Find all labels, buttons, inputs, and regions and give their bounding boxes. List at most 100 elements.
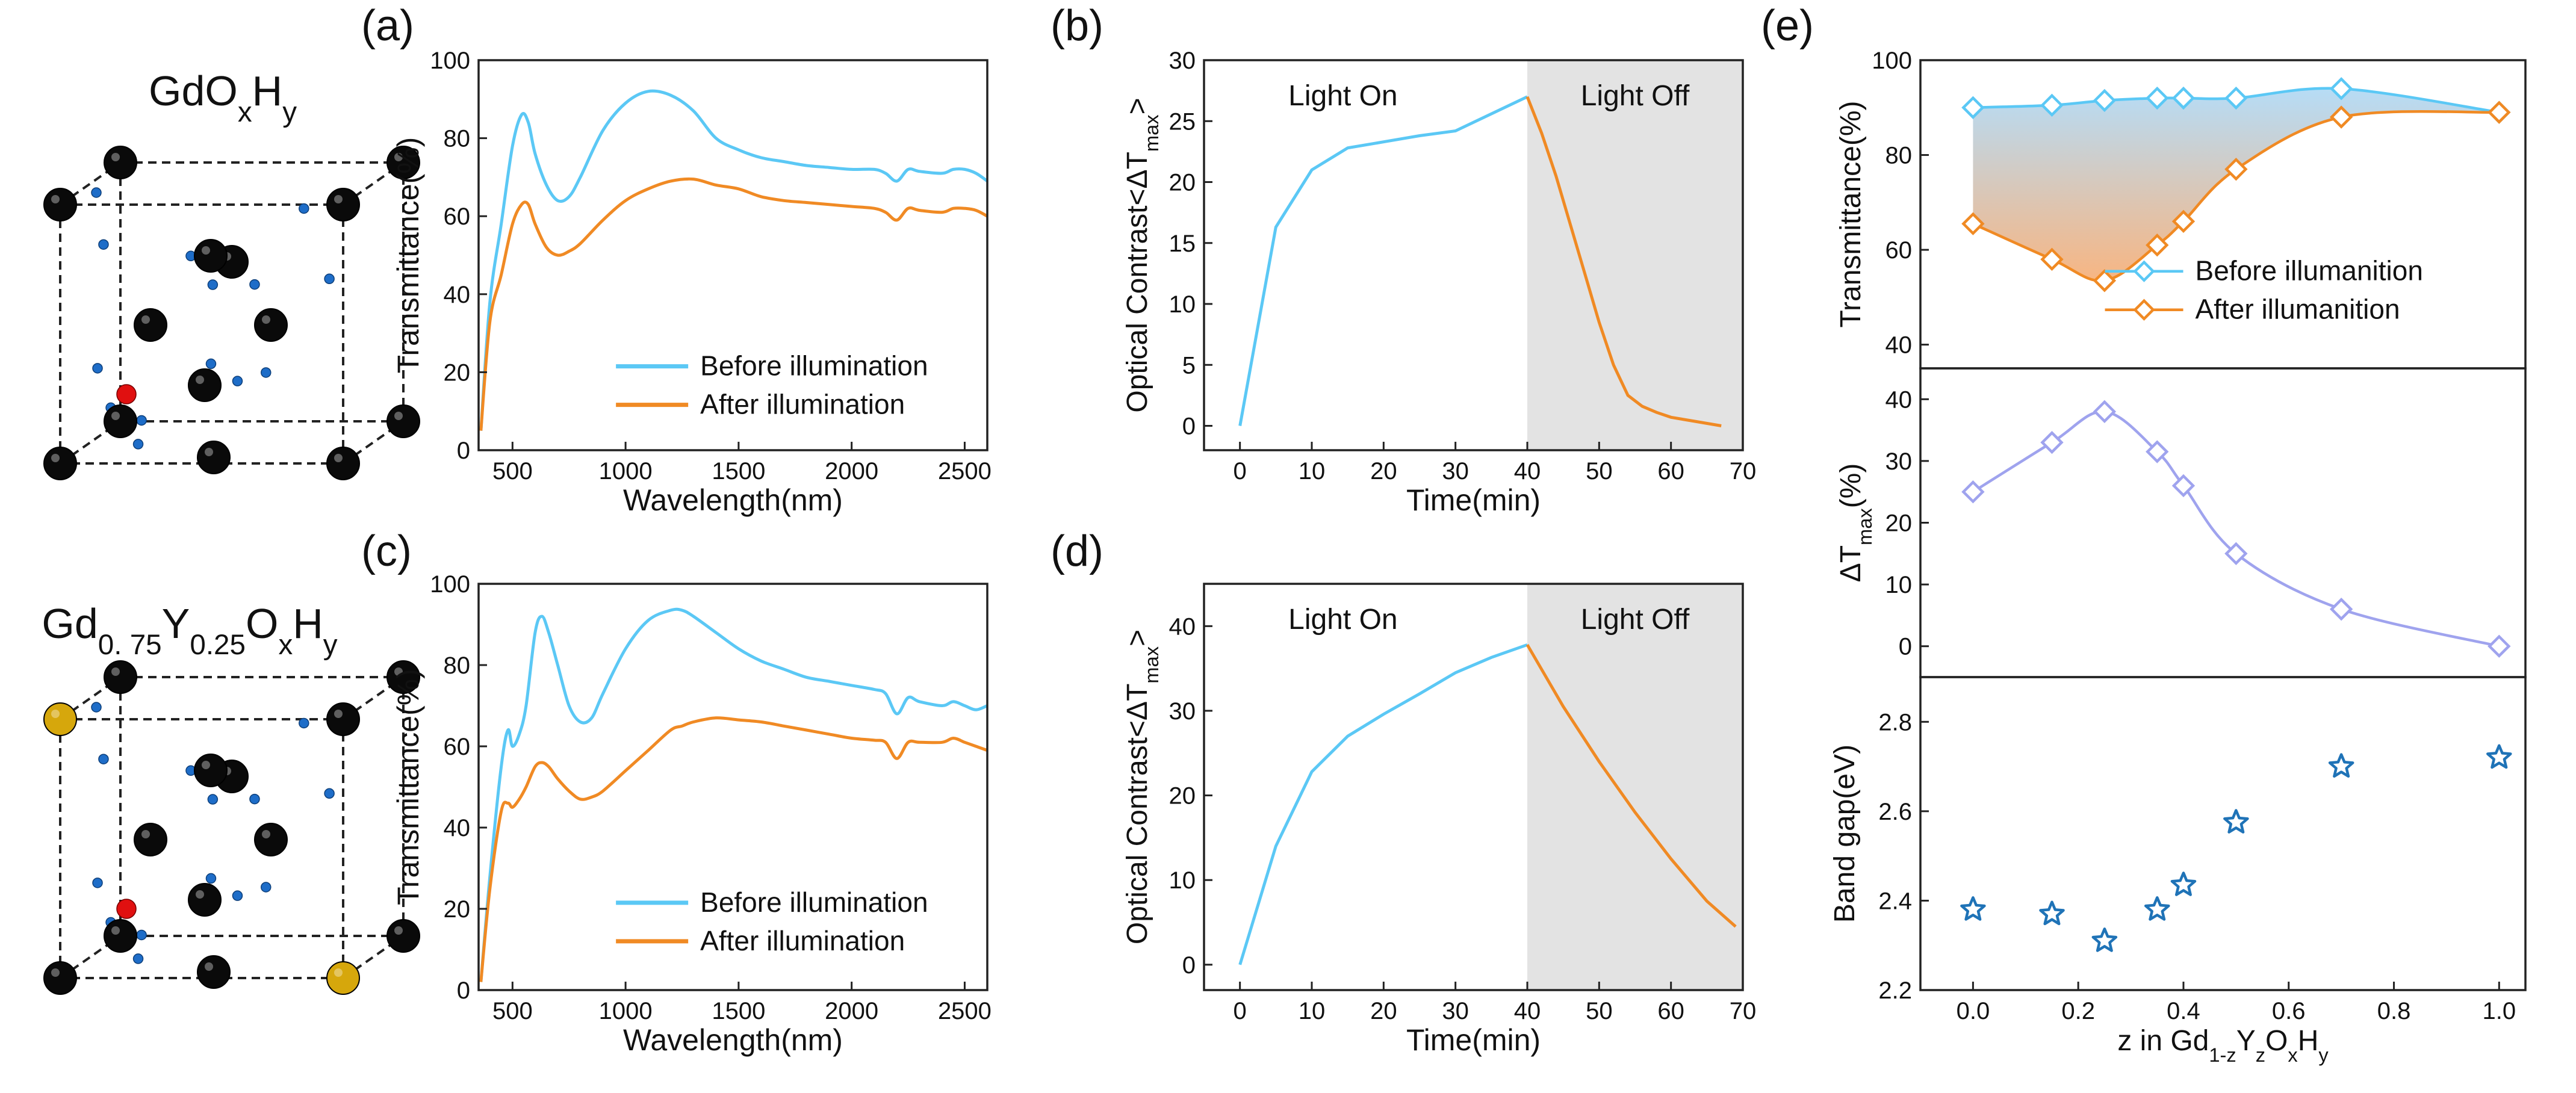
data-marker xyxy=(2224,157,2248,181)
x-tick-label: 60 xyxy=(1657,998,1684,1024)
legend-label: Before illumination xyxy=(700,350,928,382)
y-tick-label: 0 xyxy=(1182,413,1196,440)
atom-highlight xyxy=(262,830,270,838)
gadolinium-atom xyxy=(104,146,137,179)
y-tick-label: 30 xyxy=(1885,448,1913,475)
atom-highlight xyxy=(202,761,210,769)
y-axis-label: ΔTmax(%) xyxy=(1835,463,1876,583)
data-marker xyxy=(2171,474,2196,498)
structure-label-top-part: GdO xyxy=(149,67,238,114)
y-tick-label: 30 xyxy=(1169,698,1196,725)
hydrogen-atom xyxy=(92,363,103,374)
x-tick-label: 20 xyxy=(1370,458,1397,485)
panel-label: (e) xyxy=(1761,2,1814,50)
x-tick-label: 10 xyxy=(1299,998,1326,1024)
atom-highlight xyxy=(141,315,150,324)
y-tick-label: 100 xyxy=(430,571,470,598)
x-tick-label: 500 xyxy=(492,458,533,485)
data-marker xyxy=(2040,247,2064,271)
data-marker xyxy=(2170,872,2197,896)
atom-highlight xyxy=(51,968,60,977)
yttrium-atom xyxy=(326,961,360,995)
x-tick-label: 1.0 xyxy=(2482,998,2516,1024)
y-tick-label: 2.2 xyxy=(1878,977,1912,1004)
hydrogen-atom xyxy=(261,367,272,378)
gadolinium-atom xyxy=(188,368,222,402)
atom-highlight xyxy=(394,412,403,420)
y-axis-label: Optical Contrast<ΔTmax> xyxy=(1122,630,1162,944)
structure-label-bottom-part: O xyxy=(246,600,278,647)
plot-frame xyxy=(1203,583,1744,991)
atom-highlight xyxy=(111,412,120,420)
hydrogen-atom xyxy=(91,187,102,198)
y-axis-label-part: Optical Contrast<ΔT xyxy=(1122,152,1153,413)
data-marker xyxy=(2486,744,2512,769)
hydrogen-atom xyxy=(136,415,147,426)
x-tick-label: 70 xyxy=(1730,998,1757,1024)
x-tick-label: 40 xyxy=(1514,998,1541,1024)
y-tick-label: 80 xyxy=(444,652,471,679)
x-tick-label: 1000 xyxy=(599,998,653,1024)
y-axis-label: Band gap(eV) xyxy=(1829,745,1861,923)
annotation-light-on: Light On xyxy=(1288,80,1397,112)
x-tick-label: 60 xyxy=(1657,458,1684,485)
data-marker xyxy=(1961,96,1985,119)
gadolinium-atom xyxy=(326,188,360,221)
y-tick-label: 20 xyxy=(1169,783,1196,810)
y-tick-label: 2.6 xyxy=(1878,799,1912,825)
y-axis-label-part: max xyxy=(1140,646,1162,684)
x-axis-label: Time(min) xyxy=(1406,483,1541,517)
legend-label: After illumanition xyxy=(2196,294,2400,325)
y-tick-label: 0 xyxy=(1182,952,1196,979)
y-tick-label: 60 xyxy=(444,203,471,230)
legend-label: Before illumanition xyxy=(2196,255,2423,286)
atom-highlight xyxy=(394,667,403,676)
data-marker xyxy=(2146,234,2169,257)
y-tick-label: 0 xyxy=(457,977,470,1004)
atom-highlight xyxy=(334,710,343,718)
y-tick-label: 10 xyxy=(1169,291,1196,318)
data-marker xyxy=(2329,105,2353,129)
panel-b: 0 5 10 15 20 25 30 0 10 20 30 40 50 60 70 Time(min) Opti… xyxy=(1051,2,1756,517)
x-tick-label: 0.2 xyxy=(2061,998,2095,1024)
data-marker xyxy=(2093,269,2117,293)
plot-frame xyxy=(477,59,989,451)
y-tick-label: 40 xyxy=(444,282,471,308)
gadolinium-atom xyxy=(194,754,228,787)
light-on-curve xyxy=(1238,643,1528,965)
plot-frame xyxy=(1919,676,2527,991)
atom-highlight xyxy=(51,454,60,462)
hydrogen-atom xyxy=(299,717,309,729)
x-tick-label: 0.4 xyxy=(2167,998,2200,1024)
y-tick-label: 60 xyxy=(1885,237,1913,264)
atom-highlight xyxy=(394,926,403,935)
atom-highlight xyxy=(111,667,120,676)
x-tick-label: 50 xyxy=(1586,998,1613,1024)
oxygen-atom xyxy=(116,899,137,919)
structure-label-top-part: y xyxy=(282,96,297,128)
y-tick-label: 0 xyxy=(1899,634,1912,660)
gadolinium-atom xyxy=(386,660,420,694)
atom-highlight xyxy=(334,195,343,203)
y-tick-label: 0 xyxy=(457,438,470,464)
y-tick-label: 40 xyxy=(1169,613,1196,640)
hydrogen-atom xyxy=(232,376,243,386)
gadolinium-atom xyxy=(194,239,228,273)
x-tick-label: 50 xyxy=(1586,458,1613,485)
y-axis-label: Transmittance(%) xyxy=(1835,101,1867,328)
x-axis-label-part: z xyxy=(2256,1044,2265,1066)
gadolinium-atom xyxy=(43,188,77,221)
data-marker xyxy=(2091,927,2118,952)
panel-e-top: 40 60 80 100 Transmittance(%) (e) Before illum… xyxy=(1761,2,2527,370)
x-tick-label: 2000 xyxy=(825,998,878,1024)
y-axis-label-part: > xyxy=(1122,98,1153,114)
y-tick-label: 2.4 xyxy=(1878,888,1912,914)
y-tick-label: 30 xyxy=(1169,48,1196,74)
x-axis-label-part: Y xyxy=(2236,1025,2256,1057)
x-tick-label: 0.0 xyxy=(1957,998,1990,1024)
atom-highlight xyxy=(334,968,343,977)
light-off-curve xyxy=(1525,644,1737,928)
annotation-light-on: Light On xyxy=(1288,604,1397,636)
data-marker xyxy=(2224,542,2248,565)
